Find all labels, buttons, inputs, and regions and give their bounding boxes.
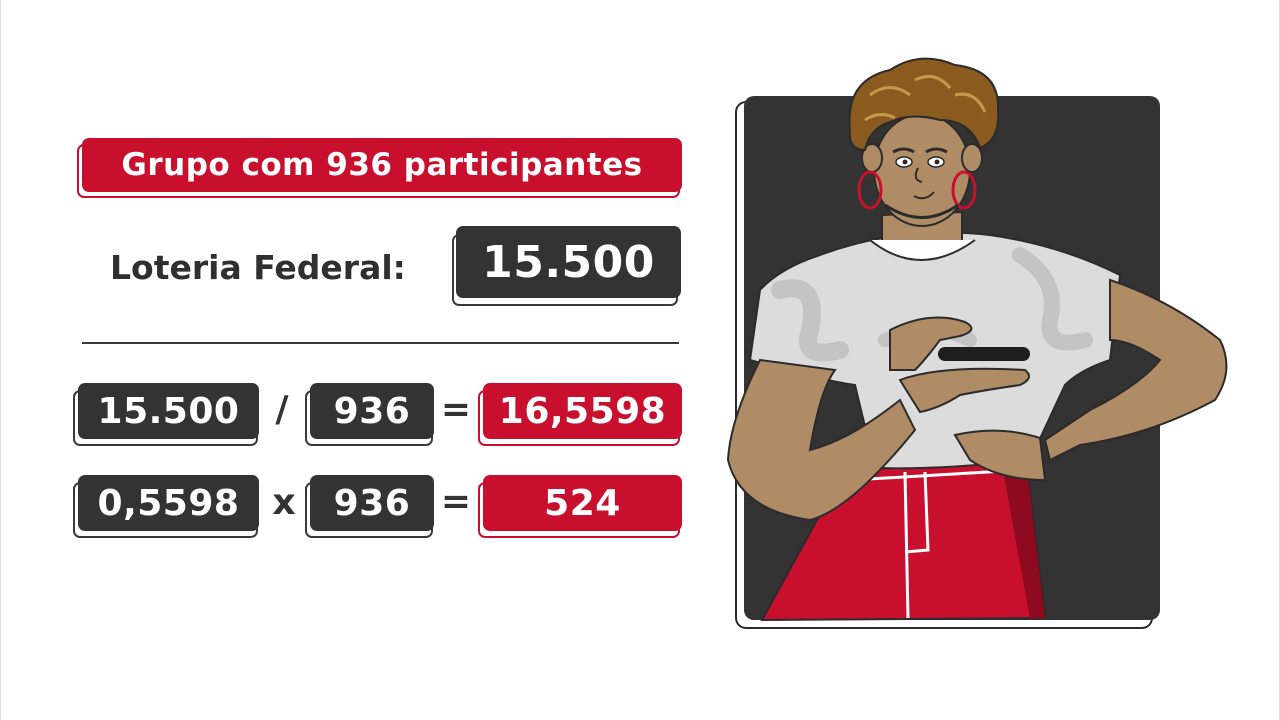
multiplication-equals: =	[440, 481, 472, 522]
frame-left-edge	[0, 0, 1, 720]
divisor-value: 936	[310, 383, 434, 439]
prize-value: 15.500	[456, 226, 681, 298]
dividend-value: 15.500	[78, 383, 259, 439]
division-result: 16,5598	[483, 383, 682, 439]
prize-label: Loteria Federal:	[110, 248, 406, 287]
person-with-phone-illustration	[726, 57, 1228, 629]
division-equals: =	[440, 389, 472, 430]
factor2-value: 936	[310, 475, 434, 531]
group-title: Grupo com 936 participantes	[82, 138, 682, 192]
divider-line	[82, 342, 679, 344]
multiplication-result: 524	[483, 475, 682, 531]
division-operator: /	[275, 389, 289, 430]
factor1-value: 0,5598	[78, 475, 259, 531]
multiplication-operator: x	[272, 482, 296, 523]
